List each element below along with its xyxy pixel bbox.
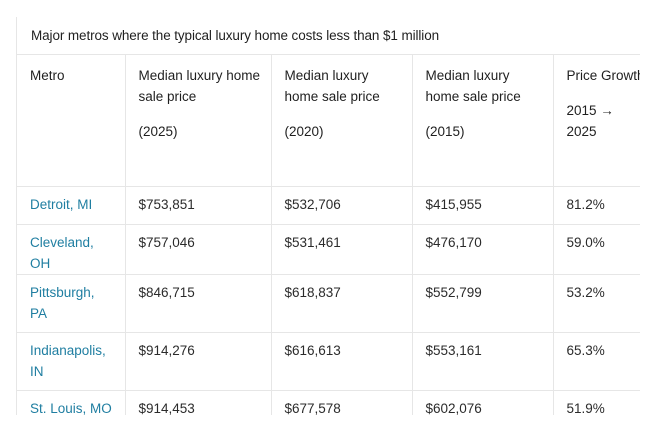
header-price-2015-year: (2015) bbox=[425, 124, 465, 139]
cell-price-2015: $476,170 bbox=[412, 224, 554, 275]
metro-link[interactable]: Indianapolis, IN bbox=[17, 332, 126, 391]
cell-price-2015: $553,161 bbox=[412, 332, 554, 391]
table-row: Pittsburgh, PA $846,715 $618,837 $552,79… bbox=[17, 274, 640, 333]
header-price-growth-range: 2015 → 2025 bbox=[566, 103, 614, 139]
table-caption: Major metros where the typical luxury ho… bbox=[17, 17, 640, 55]
cell-price-2020: $618,837 bbox=[271, 274, 413, 333]
header-price-2020-year: (2020) bbox=[284, 124, 324, 139]
table-row: Detroit, MI $753,851 $532,706 $415,955 8… bbox=[17, 186, 640, 225]
metro-link[interactable]: Pittsburgh, PA bbox=[17, 274, 126, 333]
metro-link[interactable]: Cleveland, OH bbox=[17, 224, 126, 275]
cell-price-2025: $914,276 bbox=[125, 332, 272, 391]
table-row: Indianapolis, IN $914,276 $616,613 $553,… bbox=[17, 332, 640, 391]
header-row: Metro Median luxury home sale price (202… bbox=[17, 55, 641, 187]
header-price-growth-label: Price Growth bbox=[566, 68, 641, 83]
cell-price-2025: $846,715 bbox=[125, 274, 272, 333]
header-price-2025-year: (2025) bbox=[138, 124, 178, 139]
cell-price-2015: $602,076 bbox=[412, 390, 554, 415]
luxury-home-table: Metro Median luxury home sale price (202… bbox=[17, 55, 640, 415]
table-row: St. Louis, MO $914,453 $677,578 $602,076… bbox=[17, 390, 640, 415]
metro-link[interactable]: Detroit, MI bbox=[17, 186, 126, 225]
cell-price-2020: $616,613 bbox=[271, 332, 413, 391]
header-metro-label: Metro bbox=[30, 68, 65, 83]
cell-price-2020: $531,461 bbox=[271, 224, 413, 275]
header-price-2020: Median luxury home sale price (2020) bbox=[271, 55, 413, 187]
cell-price-2025: $914,453 bbox=[125, 390, 272, 415]
cell-price-2015: $415,955 bbox=[412, 186, 554, 225]
header-price-2015-label: Median luxury home sale price bbox=[425, 68, 521, 104]
cell-growth: 53.2% bbox=[553, 274, 640, 333]
table-wrapper: Major metros where the typical luxury ho… bbox=[16, 17, 640, 415]
table-row: Cleveland, OH $757,046 $531,461 $476,170… bbox=[17, 224, 640, 275]
cell-growth: 65.3% bbox=[553, 332, 640, 391]
header-metro: Metro bbox=[17, 55, 126, 187]
header-price-growth: Price Growth 2015 → 2025 bbox=[553, 55, 641, 187]
header-price-2020-label: Median luxury home sale price bbox=[284, 68, 380, 104]
cell-growth: 59.0% bbox=[553, 224, 640, 275]
cell-growth: 51.9% bbox=[553, 390, 640, 415]
header-price-2025-label: Median luxury home sale price bbox=[138, 68, 261, 104]
cell-price-2025: $753,851 bbox=[125, 186, 272, 225]
cell-price-2020: $677,578 bbox=[271, 390, 413, 415]
cell-price-2020: $532,706 bbox=[271, 186, 413, 225]
cell-price-2025: $757,046 bbox=[125, 224, 272, 275]
metro-link[interactable]: St. Louis, MO bbox=[17, 390, 126, 415]
header-price-2015: Median luxury home sale price (2015) bbox=[412, 55, 554, 187]
cell-growth: 81.2% bbox=[553, 186, 640, 225]
cell-price-2015: $552,799 bbox=[412, 274, 554, 333]
header-price-2025: Median luxury home sale price (2025) bbox=[125, 55, 272, 187]
